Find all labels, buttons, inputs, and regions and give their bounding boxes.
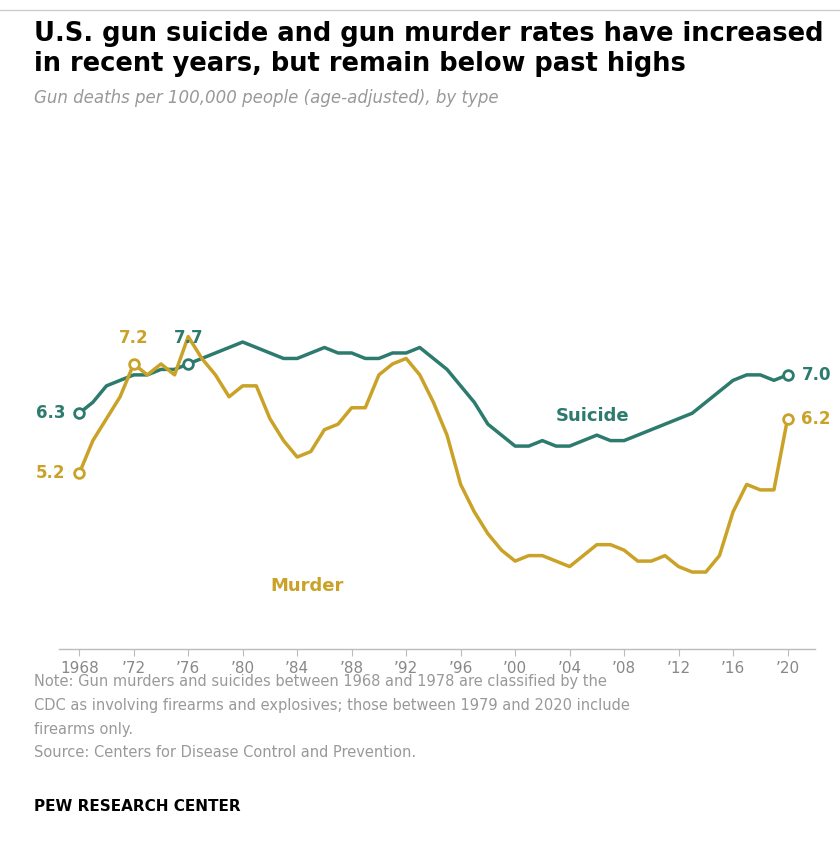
Text: 7.7: 7.7 (173, 329, 203, 348)
Text: firearms only.: firearms only. (34, 722, 133, 737)
Text: 5.2: 5.2 (36, 465, 66, 483)
Text: Gun deaths per 100,000 people (age-adjusted), by type: Gun deaths per 100,000 people (age-adjus… (34, 89, 498, 107)
Text: 7.2: 7.2 (119, 329, 149, 348)
Text: U.S. gun suicide and gun murder rates have increased: U.S. gun suicide and gun murder rates ha… (34, 21, 823, 47)
Text: Murder: Murder (270, 577, 344, 595)
Text: 6.2: 6.2 (801, 410, 831, 427)
Text: Source: Centers for Disease Control and Prevention.: Source: Centers for Disease Control and … (34, 745, 416, 761)
Text: 7.0: 7.0 (801, 365, 831, 384)
Text: 6.3: 6.3 (36, 404, 66, 422)
Text: Note: Gun murders and suicides between 1968 and 1978 are classified by the: Note: Gun murders and suicides between 1… (34, 674, 606, 689)
Text: PEW RESEARCH CENTER: PEW RESEARCH CENTER (34, 799, 240, 814)
Text: CDC as involving firearms and explosives; those between 1979 and 2020 include: CDC as involving firearms and explosives… (34, 698, 629, 713)
Text: Suicide: Suicide (556, 407, 630, 426)
Text: in recent years, but remain below past highs: in recent years, but remain below past h… (34, 51, 685, 77)
